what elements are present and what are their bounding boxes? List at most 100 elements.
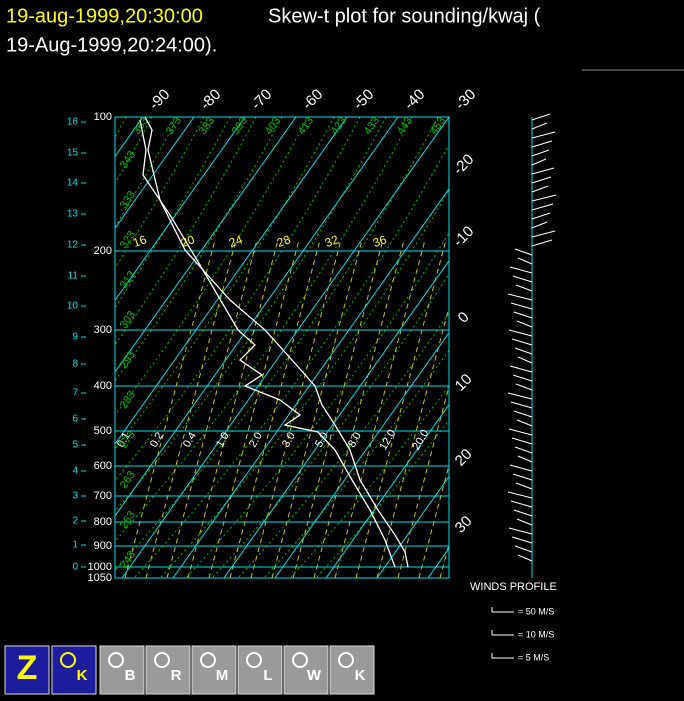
isotherm (479, 0, 684, 578)
adiabat-label: 343 (118, 149, 138, 171)
dry-adiabat (115, 117, 283, 382)
isotherm-label: -10 (450, 223, 477, 250)
toolbar-button[interactable] (237, 645, 283, 695)
wind-barb (531, 122, 548, 130)
toolbar-label: R (171, 667, 182, 684)
dry-adiabat (185, 232, 449, 578)
isotherm (223, 259, 449, 578)
isotherm-label: -90 (146, 86, 173, 113)
toolbar-button[interactable] (4, 645, 50, 695)
pressure-label: 200 (94, 245, 112, 257)
wind-barb (531, 113, 551, 121)
button-icon (200, 652, 216, 668)
legend-label: = 10 M/S (518, 629, 554, 639)
dry-adiabat (115, 117, 309, 416)
isotherm (115, 117, 246, 302)
dewpoint-curve (139, 119, 396, 568)
wind-barb (509, 365, 533, 373)
dry-adiabat (115, 117, 387, 513)
toolbar-button[interactable] (191, 645, 237, 695)
temperature-curve (144, 116, 409, 568)
wind-barb (531, 185, 549, 193)
wind-barb (508, 527, 533, 535)
adiabat-label: 373 (164, 115, 184, 137)
wind-barb (511, 437, 533, 445)
wind-barb (507, 491, 533, 499)
wind-barb (531, 239, 553, 247)
adiabat-label: 413 (296, 115, 316, 137)
wind-barb (531, 203, 554, 211)
height-label: 13 (67, 209, 79, 220)
wind-barb (512, 374, 533, 382)
toolbar-button[interactable] (145, 645, 191, 695)
mixing-ratio-label: 0.2 (148, 430, 166, 449)
plot-frame (114, 116, 450, 579)
mixing-ratio-label: 2.0 (247, 430, 265, 449)
wind-barb (531, 221, 548, 229)
dry-adiabat (133, 143, 449, 578)
mixing-ratio-line (124, 239, 216, 578)
mixing-ratio-line (166, 239, 258, 578)
toolbar-button[interactable] (99, 645, 145, 695)
wind-barb (514, 446, 533, 454)
height-label: 10 (67, 301, 79, 312)
toolbar-button[interactable] (51, 645, 97, 695)
wind-barb (516, 518, 533, 526)
isotherm-label: -30 (452, 86, 479, 113)
adiabat-label: 293 (118, 349, 138, 371)
toolbar-label: M (216, 667, 229, 684)
wind-barb (513, 509, 533, 517)
isotherm (115, 117, 297, 374)
wind-barb (512, 275, 533, 283)
adiabat-label: 303 (118, 309, 138, 331)
wind-barb (517, 554, 533, 562)
isotherm (115, 117, 195, 230)
pressure-label: 500 (94, 425, 112, 437)
adiabat-label: 453 (428, 115, 448, 137)
button-icon (292, 652, 308, 668)
pressure-label: 1000 (88, 561, 112, 573)
adiabat-label: 253 (118, 509, 138, 531)
pressure-label: 800 (94, 516, 112, 528)
toolbar-button[interactable] (283, 645, 329, 695)
mixing-ratio-label: 24 (227, 232, 245, 250)
toolbar-label: Z (17, 649, 38, 687)
dry-adiabat (115, 117, 361, 482)
wind-barb (517, 257, 533, 265)
height-label: 7 (72, 388, 78, 399)
toolbar-button[interactable] (329, 645, 375, 695)
dry-adiabat (115, 117, 257, 346)
toolbar-label: B (125, 667, 136, 684)
wind-barb (507, 293, 533, 301)
height-label: 4 (72, 466, 78, 477)
isotherm-label: -50 (350, 86, 377, 113)
button-icon (338, 652, 354, 668)
wind-barb (531, 140, 553, 148)
wind-barb (509, 464, 533, 472)
wind-barb (515, 284, 533, 292)
adiabat-label: 333 (118, 189, 138, 211)
wind-barb (509, 266, 533, 274)
isotherm-label: -60 (299, 86, 326, 113)
mixing-ratio-label: 0.4 (181, 430, 199, 449)
wind-barb (517, 356, 533, 364)
pressure-label: 100 (94, 111, 112, 123)
height-label: 1 (72, 540, 78, 551)
wind-barb (514, 248, 533, 256)
pressure-label: 700 (94, 490, 112, 502)
isotherm (115, 117, 144, 158)
mixing-ratio-label: 28 (275, 232, 293, 250)
height-label: 0 (72, 562, 78, 573)
wind-barb (513, 311, 533, 319)
isotherm-label: -70 (248, 86, 275, 113)
title-text: Skew-t plot for sounding/kwaj ( (268, 5, 541, 27)
isotherm-label: 30 (452, 513, 476, 537)
dry-adiabat (115, 117, 127, 139)
adiabat-label: 433 (362, 115, 382, 137)
mixing-ratio-label: 3.0 (280, 430, 298, 449)
isotherm (115, 117, 399, 517)
wind-barb (510, 302, 533, 310)
dry-adiabat (237, 312, 449, 578)
wind-barb (515, 383, 533, 391)
